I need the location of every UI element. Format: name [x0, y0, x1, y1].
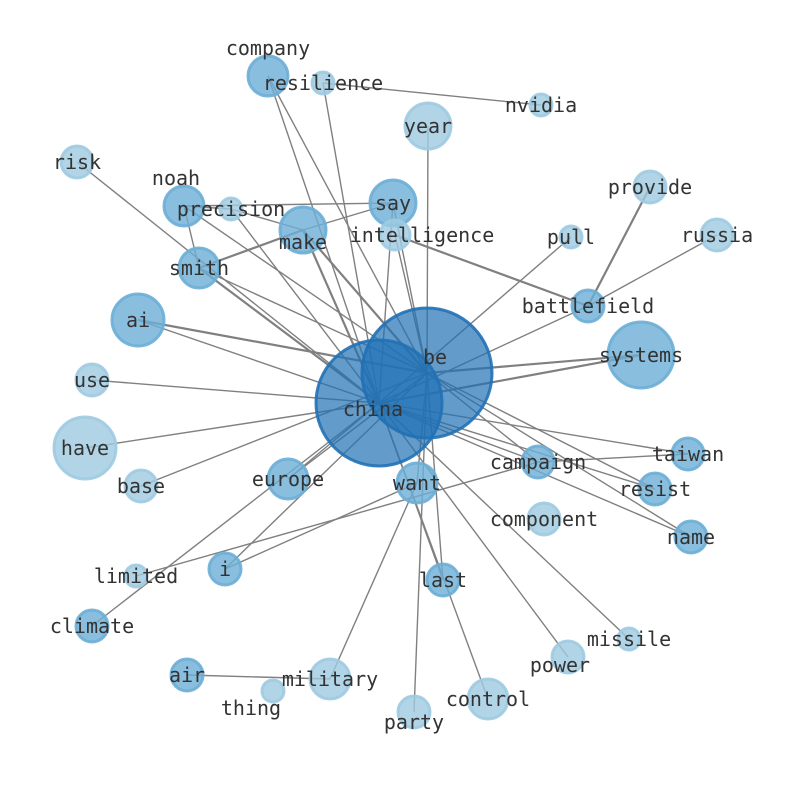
- edge-want-military: [329, 482, 418, 680]
- node-risk[interactable]: [59, 144, 95, 180]
- node-label-provide: provide: [608, 175, 692, 199]
- node-label-taiwan: taiwan: [652, 442, 724, 466]
- node-china[interactable]: [314, 338, 444, 468]
- node-label-russia: russia: [681, 223, 753, 247]
- node-label-be: be: [423, 345, 447, 369]
- edge-noah-say: [183, 202, 394, 207]
- node-make[interactable]: [278, 205, 328, 255]
- edge-resilience-nvidia: [322, 82, 542, 106]
- node-label-make: make: [279, 230, 327, 254]
- edge-battlefield-intelligence: [394, 233, 589, 308]
- node-label-military: military: [282, 667, 378, 691]
- node-systems[interactable]: [606, 320, 676, 390]
- node-label-precision: precision: [177, 197, 285, 221]
- node-battlefield[interactable]: [570, 288, 606, 324]
- node-i[interactable]: [207, 551, 243, 587]
- node-label-control: control: [446, 687, 530, 711]
- node-intelligence[interactable]: [378, 218, 412, 252]
- node-ai[interactable]: [110, 292, 166, 348]
- node-year[interactable]: [403, 101, 453, 151]
- node-label-resilience: resilience: [263, 71, 383, 95]
- node-label-year: year: [404, 114, 452, 138]
- node-pull[interactable]: [558, 224, 584, 250]
- node-label-pull: pull: [547, 225, 595, 249]
- node-label-thing: thing: [221, 696, 281, 720]
- node-military[interactable]: [308, 657, 352, 701]
- node-label-party: party: [384, 710, 444, 734]
- node-noah[interactable]: [162, 184, 206, 228]
- node-nvidia[interactable]: [528, 92, 554, 118]
- node-have[interactable]: [52, 415, 118, 481]
- node-label-i: i: [219, 557, 231, 581]
- node-company[interactable]: [246, 54, 290, 98]
- node-label-missile: missile: [587, 627, 671, 651]
- node-label-battlefield: battlefield: [522, 294, 654, 318]
- node-control[interactable]: [466, 677, 510, 721]
- node-label-have: have: [61, 436, 109, 460]
- node-label-use: use: [74, 368, 110, 392]
- node-label-ai: ai: [126, 308, 150, 332]
- node-label-want: want: [393, 471, 441, 495]
- node-label-limited: limited: [94, 564, 178, 588]
- node-want[interactable]: [395, 461, 439, 505]
- node-component[interactable]: [526, 501, 562, 537]
- node-campaign[interactable]: [520, 444, 556, 480]
- node-label-intelligence: intelligence: [350, 223, 495, 247]
- node-air[interactable]: [169, 657, 205, 693]
- edge-air-military: [186, 674, 331, 680]
- node-label-systems: systems: [599, 343, 683, 367]
- node-party[interactable]: [396, 694, 432, 730]
- node-label-air: air: [169, 663, 205, 687]
- edge-i-want: [224, 482, 418, 570]
- node-resist[interactable]: [637, 471, 673, 507]
- node-smith[interactable]: [177, 246, 221, 290]
- node-label-resist: resist: [619, 477, 691, 501]
- node-label-china: china: [343, 397, 403, 421]
- node-taiwan[interactable]: [670, 436, 706, 472]
- node-label-name: name: [667, 525, 715, 549]
- node-russia[interactable]: [699, 217, 735, 253]
- node-label-last: last: [419, 568, 467, 592]
- node-label-campaign: campaign: [490, 450, 586, 474]
- node-provide[interactable]: [632, 169, 668, 205]
- node-label-europe: europe: [252, 467, 324, 491]
- node-resilience[interactable]: [310, 70, 336, 96]
- node-label-nvidia: nvidia: [505, 93, 577, 117]
- node-thing[interactable]: [260, 678, 286, 704]
- node-label-company: company: [226, 36, 310, 60]
- node-label-risk: risk: [53, 150, 101, 174]
- edge-battlefield-russia: [587, 234, 718, 307]
- node-precision[interactable]: [218, 196, 244, 222]
- node-europe[interactable]: [266, 457, 310, 501]
- node-label-power: power: [530, 653, 590, 677]
- node-missile[interactable]: [616, 626, 642, 652]
- node-label-component: component: [490, 507, 598, 531]
- node-label-smith: smith: [169, 256, 229, 280]
- node-label-climate: climate: [50, 614, 134, 638]
- node-label-noah: noah: [152, 166, 200, 190]
- node-power[interactable]: [550, 639, 586, 675]
- node-name[interactable]: [673, 519, 709, 555]
- node-climate[interactable]: [74, 608, 110, 644]
- node-label-say: say: [375, 191, 411, 215]
- edge-battlefield-provide: [587, 186, 651, 307]
- node-base[interactable]: [123, 468, 159, 504]
- node-label-base: base: [117, 474, 165, 498]
- node-use[interactable]: [74, 362, 110, 398]
- node-last[interactable]: [425, 562, 461, 598]
- node-limited[interactable]: [123, 563, 149, 589]
